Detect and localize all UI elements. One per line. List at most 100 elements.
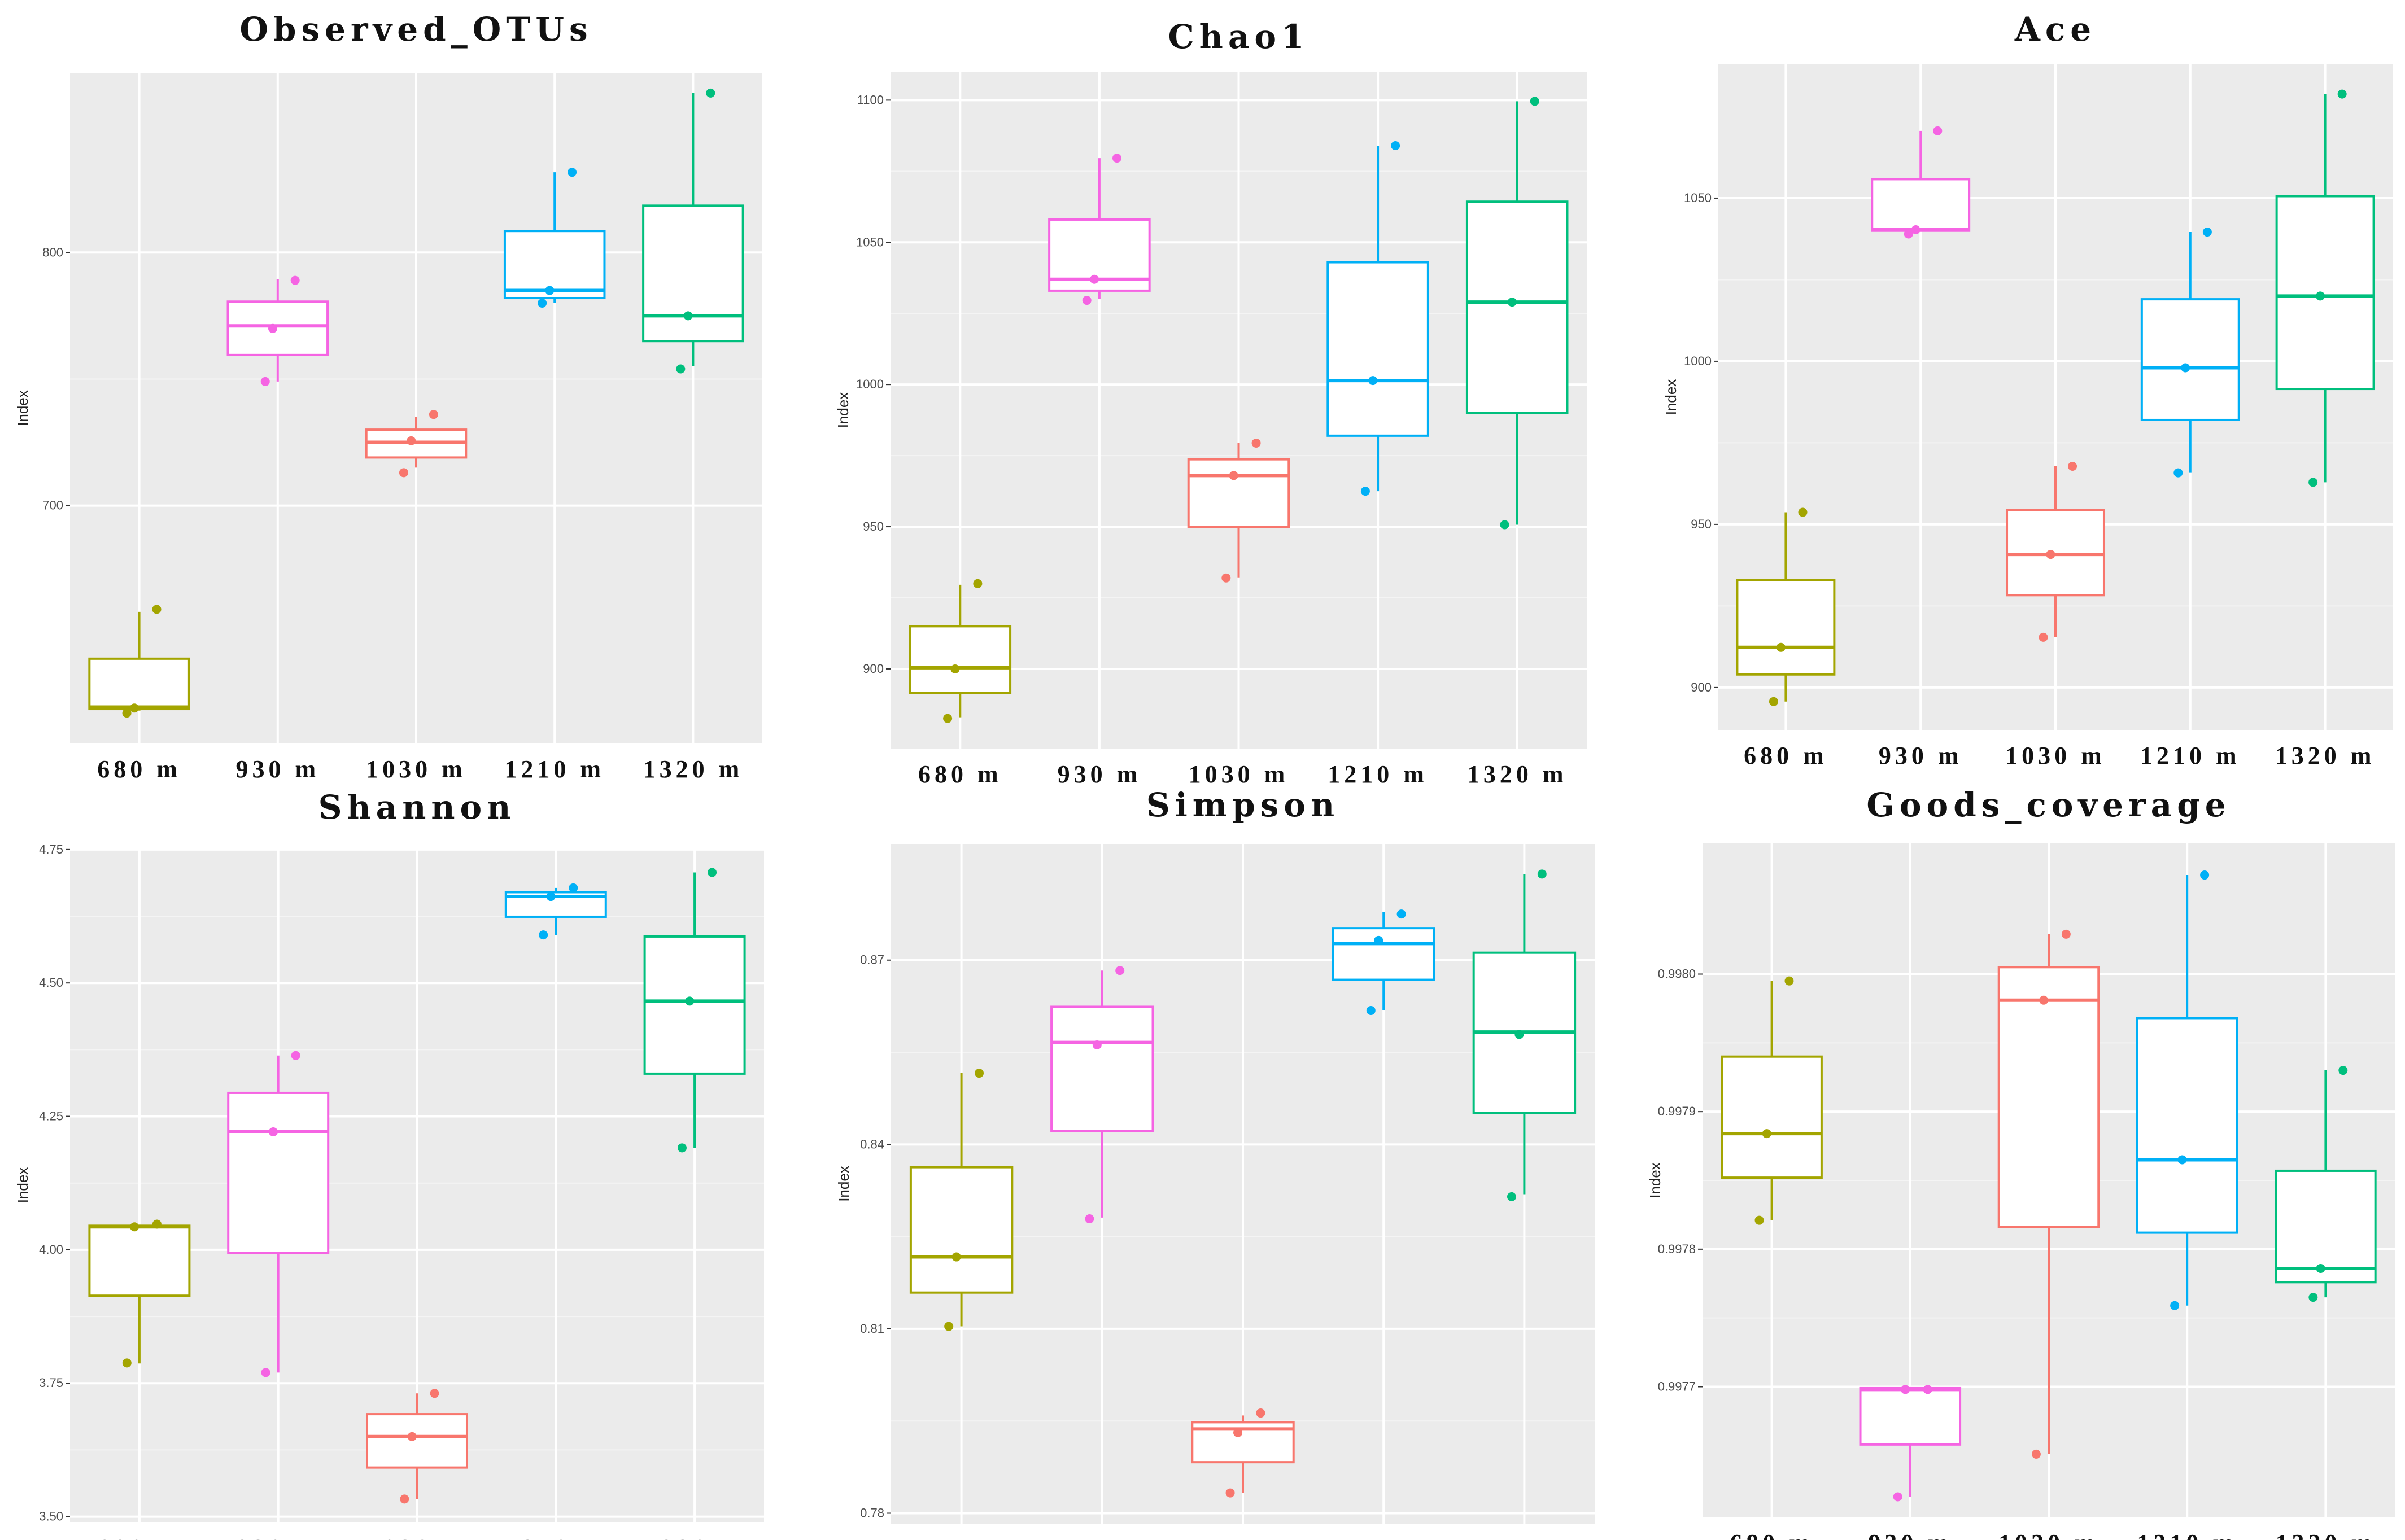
- box-iqr: [1736, 579, 1836, 676]
- box-iqr: [88, 657, 190, 711]
- sample-point: [261, 1368, 270, 1377]
- box-iqr: [909, 1166, 1014, 1294]
- box-iqr: [2006, 509, 2105, 597]
- sample-point: [677, 1143, 687, 1153]
- sample-point: [290, 275, 300, 285]
- sample-point: [2202, 228, 2212, 237]
- x-tick-label: 680 m: [1744, 742, 1828, 769]
- sample-point: [951, 1252, 961, 1262]
- sample-point: [152, 1219, 162, 1229]
- sample-point: [1933, 126, 1943, 135]
- sample-point: [130, 1222, 139, 1232]
- y-tick-label: 4.50: [39, 975, 63, 990]
- sample-point: [2200, 870, 2210, 880]
- sample-point: [1366, 1006, 1376, 1016]
- box-iqr: [1050, 1005, 1154, 1132]
- sample-point: [539, 930, 548, 940]
- y-tick-label: 4.25: [39, 1109, 63, 1123]
- box-iqr: [88, 1224, 191, 1297]
- sample-point: [676, 364, 686, 374]
- panel-simpson: 0.78 0.81 0.84 0.87 680 m 930 m 1030 m 1210 m 13…: [835, 786, 1595, 1540]
- sample-point: [1368, 376, 1378, 386]
- box-iqr: [1332, 927, 1435, 981]
- y-tick-label: 1050: [856, 235, 884, 249]
- x-tick-label: 680 m: [918, 760, 1002, 788]
- sample-point: [569, 883, 578, 893]
- box-1030m: [1187, 438, 1290, 583]
- box-680m: [1736, 508, 1836, 706]
- y-tick-label: 1050: [1684, 191, 1712, 205]
- sample-point: [291, 1051, 300, 1060]
- sample-point: [2039, 632, 2048, 642]
- box-930m: [1871, 126, 1971, 239]
- sample-point: [2308, 1293, 2318, 1302]
- x-tick-label: 1320 m: [644, 1534, 745, 1540]
- sample-point: [2031, 1449, 2041, 1459]
- sample-point: [1085, 1214, 1094, 1224]
- panel-ace: 900 950 1000 1050 680 m 930 m 1030 m 1210 m 1320…: [1662, 10, 2393, 769]
- x-tick-label: 1030 m: [2005, 742, 2106, 769]
- y-tick-label: 1000: [856, 377, 884, 391]
- x-tick-label: 1210 m: [2137, 1529, 2237, 1540]
- box-1030m: [1191, 1408, 1295, 1498]
- panel-observed-otus: 700 800 680 m 930 m 1030 m 1210 m 1320 m Observ…: [14, 10, 762, 783]
- sample-point: [1900, 1385, 1910, 1394]
- box-iqr: [1997, 966, 2100, 1228]
- box-iqr: [503, 230, 606, 299]
- panel-title: Goods_coverage: [1866, 786, 2231, 824]
- sample-point: [1082, 296, 1092, 305]
- sample-point: [1904, 229, 1913, 239]
- x-tick-label: 1210 m: [1333, 1535, 1434, 1540]
- box-1210m: [2136, 870, 2238, 1310]
- box-930m: [227, 1051, 330, 1377]
- panel-title: Shannon: [318, 788, 516, 826]
- box-1030m: [365, 410, 468, 478]
- sample-point: [2039, 995, 2049, 1005]
- box-iqr: [1187, 458, 1290, 528]
- sample-point: [1798, 508, 1808, 517]
- sample-point: [1360, 487, 1370, 496]
- sample-point: [683, 311, 693, 321]
- y-tick-label: 900: [863, 662, 884, 676]
- box-1320m: [2275, 1066, 2377, 1302]
- x-tick-label: 1210 m: [1328, 760, 1428, 788]
- y-tick-label: 4.00: [39, 1243, 63, 1257]
- sample-point: [545, 286, 555, 295]
- sample-point: [2170, 1301, 2180, 1310]
- sample-point: [1225, 1488, 1235, 1498]
- y-tick-label: 0.9977: [1658, 1380, 1696, 1394]
- sample-point: [974, 1069, 984, 1078]
- x-tick-label: 1210 m: [505, 1534, 606, 1540]
- sample-point: [1391, 141, 1400, 150]
- x-tick-label: 1320 m: [1467, 760, 1568, 788]
- sample-point: [407, 1432, 417, 1441]
- y-tick-label: 950: [863, 519, 884, 533]
- x-tick-label: 1030 m: [1193, 1535, 1293, 1540]
- sample-point: [1893, 1492, 1902, 1502]
- sample-point: [1374, 935, 1383, 945]
- y-tick-label: 800: [42, 245, 63, 259]
- box-1210m: [2140, 228, 2240, 478]
- sample-point: [685, 996, 695, 1006]
- box-1320m: [1465, 97, 1569, 530]
- panel-title: Ace: [2014, 10, 2096, 49]
- x-tick-label: 1320 m: [2275, 742, 2376, 769]
- sample-point: [1112, 154, 1121, 163]
- x-tick-label: 1210 m: [504, 755, 605, 783]
- sample-point: [546, 892, 556, 902]
- y-tick-label: 1100: [857, 93, 884, 107]
- sample-point: [1256, 1408, 1265, 1418]
- sample-point: [706, 88, 715, 98]
- x-tick-label: 1320 m: [2276, 1529, 2376, 1540]
- box-iqr: [1326, 261, 1429, 437]
- sample-point: [122, 708, 132, 718]
- sample-point: [1090, 274, 1099, 284]
- box-930m: [226, 275, 329, 386]
- sample-point: [1507, 1192, 1516, 1201]
- x-tick-label: 930 m: [235, 755, 320, 783]
- sample-point: [268, 1127, 278, 1136]
- sample-point: [2068, 462, 2077, 471]
- sample-point: [1507, 298, 1517, 307]
- panel-title: Simpson: [1146, 786, 1339, 824]
- sample-point: [1911, 225, 1920, 235]
